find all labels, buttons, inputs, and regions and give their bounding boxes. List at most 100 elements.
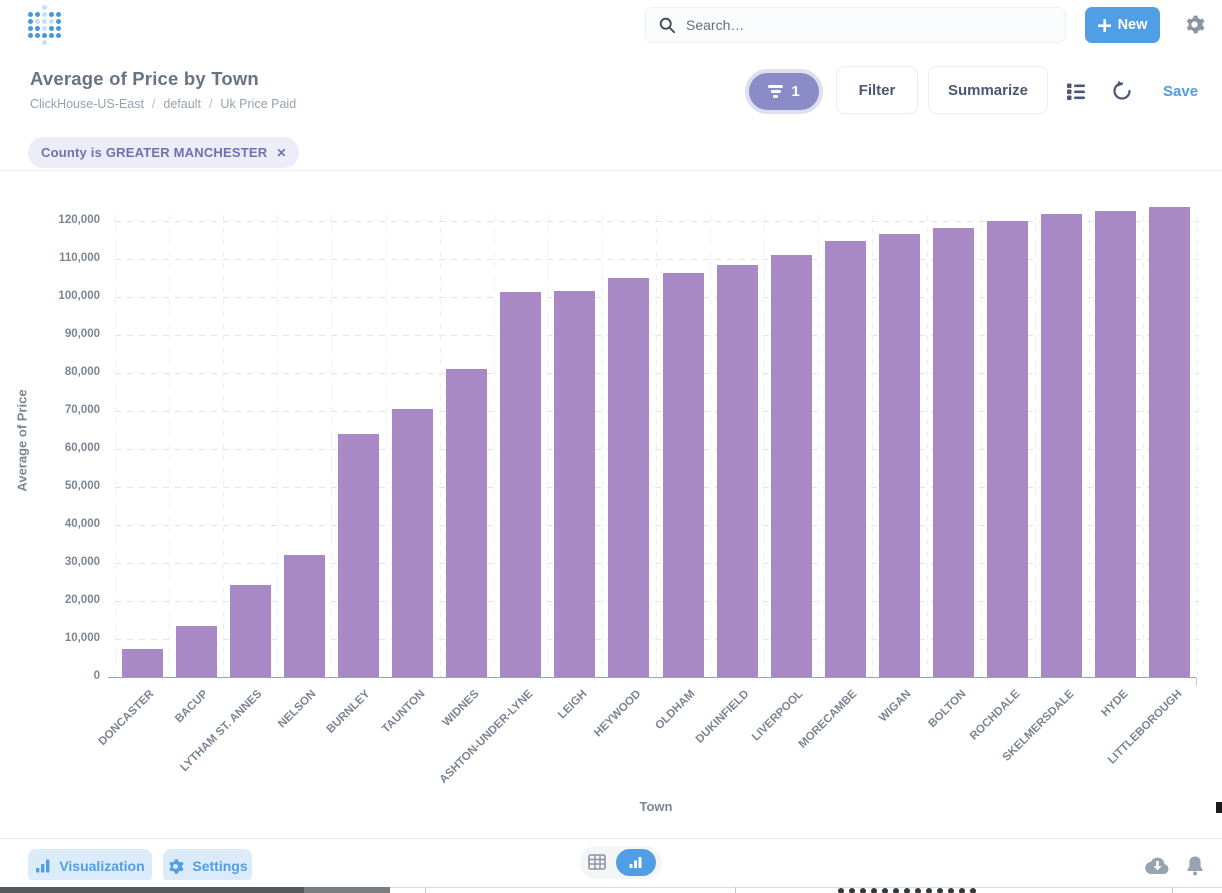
vertical-gridline bbox=[710, 215, 712, 677]
gear-icon bbox=[169, 858, 184, 874]
search-input[interactable] bbox=[686, 17, 1053, 33]
bar-bacup[interactable] bbox=[175, 625, 217, 677]
vertical-gridline bbox=[493, 215, 495, 677]
bar-bolton[interactable] bbox=[933, 227, 975, 677]
vertical-gridline bbox=[169, 215, 171, 677]
bar-ashton-under-lyne[interactable] bbox=[500, 292, 542, 677]
y-axis-tick-label: 100,000 bbox=[58, 290, 100, 302]
filter-chip[interactable]: County is GREATER MANCHESTER ✕ bbox=[28, 137, 300, 168]
bar-burnley[interactable] bbox=[337, 433, 379, 677]
summarize-button[interactable]: Summarize bbox=[928, 66, 1048, 114]
breadcrumb-item[interactable]: Uk Price Paid bbox=[220, 97, 297, 111]
bar-morecambe[interactable] bbox=[824, 241, 866, 677]
vertical-gridline bbox=[601, 215, 603, 677]
metabase-logo[interactable] bbox=[27, 4, 61, 46]
vertical-gridline bbox=[656, 215, 657, 677]
table-icon bbox=[588, 853, 606, 870]
section-divider bbox=[0, 170, 1222, 171]
breadcrumb-item[interactable]: default bbox=[163, 97, 201, 111]
x-axis-category-label: DONCASTER bbox=[96, 688, 157, 748]
breadcrumb-separator: / bbox=[208, 97, 213, 111]
scrollbar-thumb[interactable] bbox=[1216, 802, 1222, 813]
bar-skelmersdale[interactable] bbox=[1041, 214, 1083, 677]
gridline bbox=[115, 221, 1199, 222]
bar-dukinfield[interactable] bbox=[716, 265, 758, 677]
gridline bbox=[115, 259, 1199, 260]
strip-dots bbox=[838, 888, 976, 893]
filter-chip-label: County is GREATER MANCHESTER bbox=[41, 145, 268, 160]
settings-gear-icon[interactable] bbox=[1184, 14, 1205, 35]
bar-heywood[interactable] bbox=[608, 278, 650, 677]
table-chart-toggle bbox=[580, 846, 662, 879]
x-axis-category-label: ASHTON-UNDER-LYNE bbox=[437, 688, 536, 786]
bar-widnes[interactable] bbox=[446, 369, 488, 677]
x-axis-category-label: DUKINFIELD bbox=[693, 688, 752, 746]
bar-nelson[interactable] bbox=[283, 554, 325, 677]
remove-filter-icon[interactable]: ✕ bbox=[276, 145, 287, 160]
x-axis-category-label: WIGAN bbox=[877, 688, 914, 725]
gridline bbox=[115, 563, 1199, 564]
search-bar[interactable] bbox=[645, 7, 1066, 43]
vertical-gridline bbox=[818, 215, 820, 677]
y-axis-tick-label: 120,000 bbox=[58, 214, 100, 226]
x-axis-category-label: BOLTON bbox=[925, 688, 969, 731]
vertical-gridline bbox=[980, 215, 982, 677]
y-axis-tick-label: 90,000 bbox=[64, 328, 100, 340]
strip-divider bbox=[1172, 887, 1173, 893]
vertical-gridline bbox=[872, 215, 874, 677]
strip-divider bbox=[425, 887, 426, 893]
notifications-button[interactable] bbox=[1182, 855, 1208, 877]
bar-lytham-st-annes[interactable] bbox=[229, 585, 271, 677]
gridline bbox=[115, 601, 1199, 602]
chart-view-button[interactable] bbox=[616, 849, 656, 876]
search-icon bbox=[659, 17, 676, 34]
new-button[interactable]: New bbox=[1085, 7, 1160, 43]
bar-wigan[interactable] bbox=[878, 233, 920, 677]
bell-icon bbox=[1187, 856, 1203, 876]
strip-mid-segment bbox=[304, 887, 390, 893]
bar-oldham[interactable] bbox=[662, 272, 704, 677]
y-axis-tick-label: 40,000 bbox=[64, 518, 100, 530]
page-title: Average of Price by Town bbox=[30, 68, 259, 89]
gridline bbox=[115, 297, 1199, 298]
breadcrumb-item[interactable]: ClickHouse-US-East bbox=[30, 97, 144, 111]
download-button[interactable] bbox=[1144, 855, 1170, 877]
y-axis-tick-label: 70,000 bbox=[64, 404, 100, 416]
breadcrumb: ClickHouse-US-East / default / Uk Price Paid bbox=[30, 97, 296, 111]
bar-taunton[interactable] bbox=[392, 408, 434, 677]
bar-hyde[interactable] bbox=[1095, 211, 1137, 677]
metabase-logo-dots bbox=[27, 5, 61, 45]
plus-icon bbox=[1097, 18, 1111, 32]
strip-dark-segment bbox=[0, 887, 304, 893]
save-button[interactable]: Save bbox=[1163, 83, 1199, 100]
breadcrumb-separator: / bbox=[151, 97, 156, 111]
x-axis-category-label: TAUNTON bbox=[379, 688, 428, 736]
vertical-gridline bbox=[1088, 215, 1090, 677]
filter-count-pill[interactable]: 1 bbox=[749, 73, 819, 110]
notebook-icon bbox=[1067, 83, 1085, 100]
bar-leigh[interactable] bbox=[554, 290, 596, 677]
refresh-icon bbox=[1113, 80, 1131, 100]
refresh-button[interactable] bbox=[1111, 80, 1133, 102]
filter-button[interactable]: Filter bbox=[836, 66, 918, 114]
notebook-editor-button[interactable] bbox=[1065, 80, 1087, 102]
x-axis-category-label: BURNLEY bbox=[325, 688, 373, 736]
strip-border bbox=[0, 887, 1222, 888]
vertical-gridline bbox=[1197, 215, 1198, 677]
bar-liverpool[interactable] bbox=[770, 255, 812, 677]
bar-littleborough[interactable] bbox=[1149, 206, 1191, 677]
vertical-gridline bbox=[277, 215, 279, 677]
x-axis-category-label: HEYWOOD bbox=[592, 688, 644, 740]
x-axis-end-tick bbox=[1196, 677, 1197, 686]
bar-rochdale[interactable] bbox=[987, 221, 1029, 677]
y-axis-tick-label: 0 bbox=[93, 670, 100, 682]
gridline bbox=[115, 525, 1199, 526]
table-view-button[interactable] bbox=[586, 852, 608, 874]
bar-doncaster[interactable] bbox=[121, 648, 163, 677]
visualization-button[interactable]: Visualization bbox=[28, 849, 152, 883]
vertical-gridline bbox=[385, 215, 387, 677]
gridline bbox=[115, 411, 1199, 412]
x-axis-title: Town bbox=[639, 799, 673, 814]
chart-settings-button[interactable]: Settings bbox=[163, 849, 252, 883]
